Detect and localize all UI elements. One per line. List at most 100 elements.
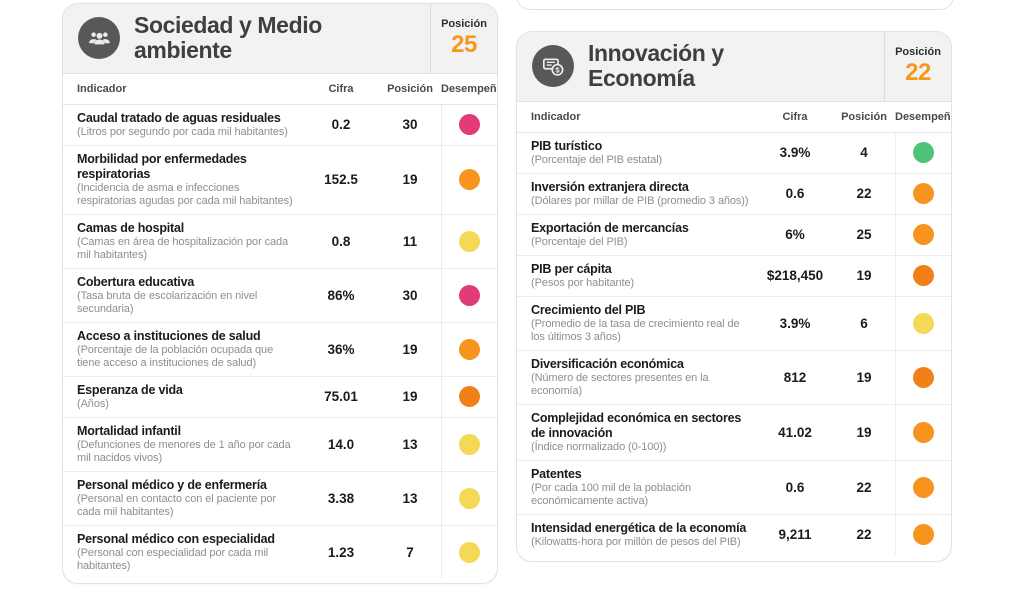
performance-dot: [913, 142, 934, 164]
indicator-title: Inversión extranjera directa: [531, 179, 689, 194]
performance-dot: [459, 541, 480, 563]
position-cell: 6: [860, 315, 868, 331]
indicator-description: (Kilowatts-hora por millón de pesos del …: [531, 535, 741, 548]
indicator-description: (Litros por segundo por cada mil habitan…: [77, 125, 288, 138]
position-cell: 22: [856, 527, 872, 543]
col-position-label: Posición: [387, 82, 433, 95]
indicator-title: Complejidad económica en sectores de inn…: [531, 410, 742, 440]
performance-dot: [459, 230, 480, 252]
value-cell: 152.5: [324, 172, 358, 188]
value-cell: 9,211: [778, 527, 812, 543]
performance-dot: [459, 386, 480, 408]
col-performance-label: Desempeño: [441, 82, 498, 95]
position-cell: 30: [402, 117, 418, 133]
position-cell: 11: [402, 233, 418, 249]
value-cell: 812: [783, 369, 807, 385]
position-box: Posición 25: [430, 4, 497, 73]
performance-dot: [459, 114, 480, 136]
performance-dot: [459, 487, 480, 509]
indicator-title: Acceso a instituciones de salud: [77, 328, 261, 343]
performance-dot: [913, 366, 934, 388]
indicator-title: Cobertura educativa: [77, 274, 195, 289]
cropped-card-above: [516, 0, 954, 10]
indicator-title: Crecimiento del PIB: [531, 302, 646, 317]
position-cell: 22: [856, 186, 872, 202]
indicator-title: Mortalidad infantil: [77, 423, 181, 438]
table-row: Intensidad energética de la economía (Ki…: [517, 514, 951, 561]
people-icon: [78, 17, 120, 60]
value-cell: 36%: [327, 341, 355, 357]
position-label: Posición: [441, 17, 487, 30]
position-cell: 25: [856, 227, 872, 243]
table-row: Patentes (Por cada 100 mil de la poblaci…: [517, 460, 951, 515]
performance-dot: [459, 338, 480, 360]
col-indicator-label: Indicador: [77, 82, 127, 95]
performance-dot: [913, 476, 934, 498]
indicator-title: Caudal tratado de aguas residuales: [77, 110, 281, 125]
indicator-description: (Tasa bruta de escolarización en nivel s…: [77, 289, 258, 315]
money-icon: $: [532, 45, 574, 88]
value-cell: 14.0: [327, 436, 355, 452]
position-cell: 19: [402, 172, 418, 188]
performance-dot: [913, 265, 934, 287]
indicator-title: Camas de hospital: [77, 220, 185, 235]
value-cell: 1.23: [327, 544, 355, 560]
performance-dot: [913, 524, 934, 546]
svg-text:$: $: [555, 65, 560, 74]
value-cell: 41.02: [778, 424, 812, 440]
col-value-label: Cifra: [328, 82, 354, 95]
table-row: Acceso a instituciones de salud (Porcent…: [63, 322, 497, 377]
indicator-title: Intensidad energética de la economía: [531, 520, 747, 535]
col-indicator-label: Indicador: [531, 110, 581, 123]
card-header: $ Innovación y Economía Posición 22: [517, 32, 951, 102]
indicator-description: (Por cada 100 mil de la población económ…: [531, 481, 691, 507]
position-cell: 22: [856, 479, 872, 495]
indicator-description: (Incidencia de asma e infecciones respir…: [77, 181, 293, 207]
position-cell: 30: [402, 287, 418, 303]
indicator-description: (Promedio de la tasa de crecimiento real…: [531, 317, 740, 343]
indicator-description: (Porcentaje de la población ocupada que …: [77, 343, 274, 369]
table-row: Camas de hospital (Camas en área de hosp…: [63, 214, 497, 269]
indicator-title: Esperanza de vida: [77, 382, 183, 397]
position-cell: 13: [402, 436, 418, 452]
card-header-main: Sociedad y Medio ambiente: [63, 4, 430, 73]
value-cell: $218,450: [766, 268, 824, 284]
position-cell: 19: [402, 341, 418, 357]
performance-dot: [913, 224, 934, 246]
card-title: Sociedad y Medio ambiente: [134, 12, 322, 64]
indicator-description: (Número de sectores presentes en la econ…: [531, 371, 709, 397]
performance-dot: [459, 433, 480, 455]
table-row: Mortalidad infantil (Defunciones de meno…: [63, 417, 497, 472]
indicator-description: (Personal con especialidad por cada mil …: [77, 546, 269, 572]
indicator-description: (Porcentaje del PIB estatal): [531, 153, 663, 166]
position-cell: 19: [402, 389, 418, 405]
value-cell: 6%: [785, 227, 805, 243]
table-row: PIB turístico (Porcentaje del PIB estata…: [517, 132, 951, 174]
indicator-title: Diversificación económica: [531, 356, 684, 371]
position-cell: 19: [856, 424, 872, 440]
performance-dot: [459, 284, 480, 306]
position-cell: 7: [406, 544, 414, 560]
value-cell: 0.2: [331, 117, 351, 133]
table-row: Morbilidad por enfermedades respiratoria…: [63, 145, 497, 215]
table-row: PIB per cápita (Pesos por habitante) $21…: [517, 255, 951, 297]
indicator-title: PIB turístico: [531, 138, 603, 153]
table-row: Inversión extranjera directa (Dólares po…: [517, 173, 951, 215]
value-cell: 0.8: [331, 233, 351, 249]
value-cell: 0.6: [785, 186, 805, 202]
value-cell: 86%: [327, 287, 355, 303]
table-row: Caudal tratado de aguas residuales (Litr…: [63, 104, 497, 146]
value-cell: 3.38: [327, 490, 355, 506]
indicator-description: (Camas en área de hospitalización por ca…: [77, 235, 289, 261]
performance-dot: [913, 183, 934, 205]
col-value-label: Cifra: [782, 110, 808, 123]
performance-dot: [459, 169, 480, 191]
position-label: Posición: [895, 45, 941, 58]
indicator-title: Personal médico con especialidad: [77, 531, 275, 546]
value-cell: 3.9%: [779, 145, 811, 161]
table-row: Diversificación económica (Número de sec…: [517, 350, 951, 405]
position-cell: 4: [860, 145, 868, 161]
indicator-description: (Índice normalizado (0-100)): [531, 440, 667, 453]
indicator-title: Exportación de mercancías: [531, 220, 689, 235]
